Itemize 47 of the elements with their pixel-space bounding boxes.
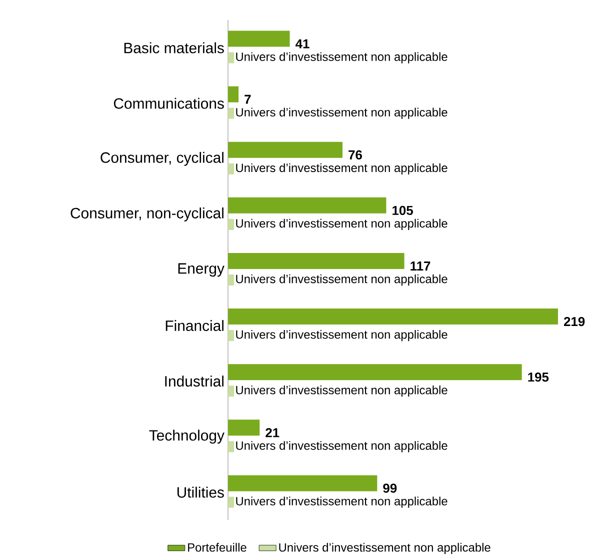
legend-label: Univers d’investissement non applicable: [279, 542, 490, 554]
data-label: 7: [244, 94, 251, 104]
bar: [228, 86, 239, 102]
data-label: 76: [348, 150, 362, 160]
data-label: Univers d’investissement non applicable: [236, 108, 448, 119]
data-label: Univers d’investissement non applicable: [236, 330, 448, 342]
y-tick-label: Energy: [178, 263, 224, 277]
data-label: 117: [410, 262, 430, 270]
bar: [228, 386, 234, 397]
data-label: Univers d’investissement non applicable: [236, 52, 448, 64]
bar: [228, 142, 343, 158]
bar: [228, 308, 558, 325]
bar: [228, 252, 404, 269]
data-label: Univers d’investissement non applicable: [236, 163, 448, 174]
y-tick-label: Communications: [114, 98, 224, 109]
y-tick-label: Industrial: [165, 376, 224, 387]
legend-label: Portefeuille: [188, 542, 246, 552]
data-label: Univers d’investissement non applicable: [236, 218, 448, 230]
y-tick-label: Financial: [166, 320, 224, 332]
data-label: Univers d’investissement non applicable: [236, 441, 448, 452]
data-label: 105: [392, 206, 413, 216]
bar: [228, 30, 290, 47]
bar: [228, 197, 386, 214]
data-label: 21: [266, 428, 280, 438]
y-tick-label: Utilities: [177, 486, 224, 498]
y-tick-label: Consumer, cyclical: [100, 152, 224, 166]
data-label: 99: [383, 484, 397, 493]
bar: [228, 441, 234, 452]
y-tick-label: Basic materials: [124, 42, 224, 54]
bar: [228, 330, 234, 342]
data-label: Univers d’investissement non applicable: [236, 496, 448, 508]
bar: [228, 108, 234, 119]
bar: [228, 52, 234, 64]
bar: [228, 420, 260, 436]
data-label: Univers d’investissement non applicable: [236, 274, 448, 286]
data-label: 219: [564, 316, 585, 326]
data-label: 195: [528, 372, 549, 382]
bar: [228, 163, 234, 174]
bar: [228, 364, 522, 380]
bar: [228, 218, 234, 230]
y-tick-label: Consumer, non-cyclical: [70, 207, 224, 222]
bar: [228, 274, 234, 286]
data-label: 41: [296, 39, 310, 48]
y-tick-label: Technology: [149, 430, 224, 444]
bar: [228, 496, 234, 508]
data-label: Univers d’investissement non applicable: [236, 386, 448, 397]
bar: [228, 475, 378, 492]
